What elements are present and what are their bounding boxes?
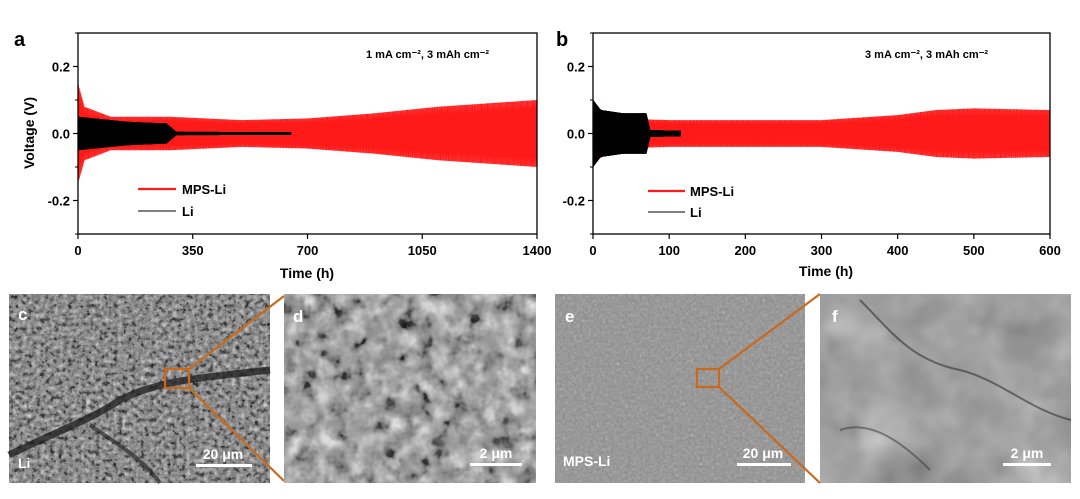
plot-a-ylabel: Voltage (V) (21, 97, 37, 169)
sem-image-e: e MPS-Li 20 μm (555, 294, 805, 483)
y-tick-label: 0.0 (567, 127, 585, 142)
zoom-line-e-top (718, 293, 821, 370)
sem-c-scale-label: 20 μm (203, 446, 243, 462)
y-tick-label: 0.0 (52, 127, 70, 142)
x-tick-label: 100 (658, 243, 680, 258)
panel-letter-f: f (832, 307, 838, 326)
y-tick-label: 0.2 (52, 60, 70, 75)
panel-letter-b: b (556, 29, 568, 51)
sem-c-sample-label: Li (18, 455, 30, 471)
legend-b-mps-label: MPS-Li (690, 184, 734, 199)
zoom-line-e-bottom (718, 386, 821, 484)
series-mps-li-trace (593, 99, 1050, 167)
sem-image-c: c Li 20 μm (7, 294, 271, 485)
sem-c-scale-bar (196, 464, 252, 467)
panel-b: b 0 100 200 300 400 500 600 -0.2 0.0 0.2 3 mA cm⁻… (556, 29, 1061, 279)
x-tick-label: 500 (963, 243, 985, 258)
panel-letter-a: a (14, 29, 26, 51)
sem-d-scale-bar (470, 463, 522, 466)
plot-b-ticks: 0 100 200 300 400 500 600 -0.2 0.0 0.2 (563, 32, 1061, 258)
legend-a: MPS-Li Li (138, 182, 226, 219)
plot-a-traces (78, 83, 537, 183)
plot-a-ticks: 0 350 700 1050 1400 -0.2 0.0 0.2 (48, 32, 552, 258)
x-tick-label: 0 (589, 243, 596, 258)
x-tick-label: 600 (1039, 243, 1061, 258)
zoom-line-c-bottom (188, 387, 285, 482)
plot-b-xlabel: Time (h) (799, 263, 853, 279)
plot-a-annotation: 1 mA cm⁻², 3 mAh cm⁻² (366, 49, 489, 61)
y-tick-label: -0.2 (563, 194, 585, 209)
x-tick-label: 400 (887, 243, 909, 258)
legend-a-mps-label: MPS-Li (182, 182, 226, 197)
sem-f-scale-bar (1003, 463, 1051, 466)
panel-a: a 0 350 700 1050 1400 -0.2 0.0 0.2 1 mA cm⁻², 3… (14, 29, 551, 281)
x-tick-label: 200 (734, 243, 756, 258)
legend-b-li-label: Li (690, 205, 702, 220)
sem-f-scale-label: 2 μm (1011, 445, 1044, 461)
plot-a-xlabel: Time (h) (280, 265, 334, 281)
sem-image-f: f 2 μm (820, 294, 1072, 483)
zoom-line-c-top (188, 295, 285, 370)
sem-e-scale-label: 20 μm (743, 445, 783, 461)
y-tick-label: 0.2 (567, 60, 585, 75)
legend-b: MPS-Li Li (648, 184, 734, 220)
x-tick-label: 700 (297, 243, 319, 258)
zoom-box-c (163, 367, 191, 390)
x-tick-label: 350 (182, 243, 204, 258)
x-tick-label: 1050 (408, 243, 437, 258)
sem-image-d: d 2 μm (284, 294, 536, 483)
zoom-box-e (695, 367, 721, 389)
plot-b-annotation: 3 mA cm⁻², 3 mAh cm⁻² (865, 49, 988, 61)
panel-letter-d: d (293, 307, 303, 326)
sem-d-scale-label: 2 μm (480, 445, 513, 461)
series-li-trace (78, 116, 292, 151)
x-tick-label: 1400 (523, 243, 552, 258)
x-tick-label: 300 (811, 243, 833, 258)
y-tick-label: -0.2 (48, 194, 70, 209)
sem-e-sample-label: MPS-Li (563, 453, 610, 469)
panel-letter-e: e (565, 307, 574, 326)
plot-b-traces (593, 99, 1050, 167)
legend-a-li-label: Li (182, 204, 194, 219)
x-tick-label: 0 (74, 243, 81, 258)
series-li-trace (593, 99, 681, 167)
panel-letter-c: c (18, 305, 27, 324)
sem-e-scale-bar (737, 463, 791, 466)
